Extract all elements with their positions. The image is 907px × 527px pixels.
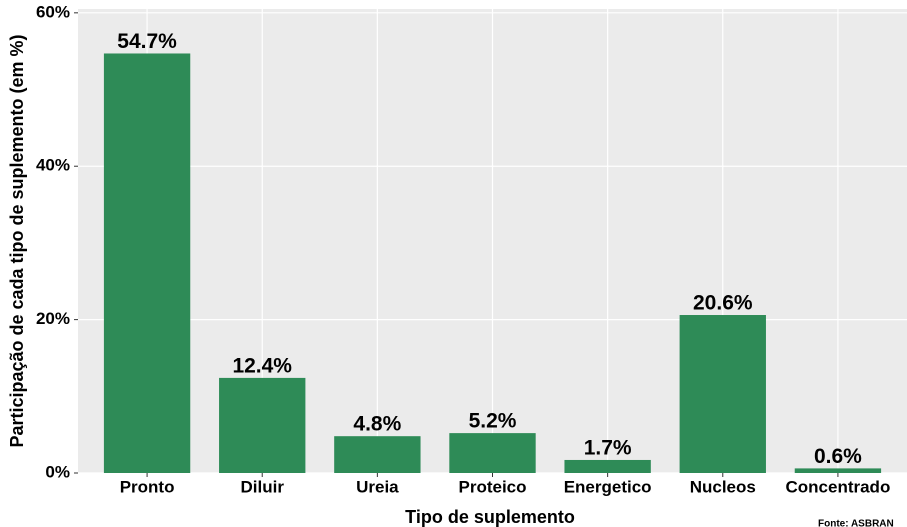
x-tick-label: Diluir (240, 477, 284, 496)
bar (103, 53, 191, 474)
value-label: 4.8% (353, 413, 401, 436)
value-label: 1.7% (584, 437, 632, 460)
y-tick-label: 0% (45, 462, 70, 481)
bar (794, 468, 882, 473)
value-label: 5.2% (469, 410, 517, 433)
value-label: 54.7% (117, 30, 177, 53)
x-tick-label: Proteico (458, 477, 526, 496)
value-label: 12.4% (232, 354, 292, 377)
bar (679, 315, 766, 473)
bar (564, 459, 651, 473)
caption: Fonte: ASBRAN (818, 519, 894, 527)
value-label: 0.6% (814, 445, 862, 468)
y-tick-label: 40% (36, 156, 70, 175)
bar (334, 436, 421, 473)
x-tick-label: Energetico (564, 477, 652, 496)
x-tick-label: Nucleos (690, 477, 756, 496)
bar (449, 433, 536, 473)
bar (219, 377, 306, 473)
y-tick-label: 60% (36, 2, 70, 21)
x-tick-label: Ureia (356, 477, 399, 496)
x-axis-title: Tipo de suplemento (405, 507, 575, 527)
x-tick-label: Pronto (120, 477, 175, 496)
value-label: 20.6% (693, 292, 753, 315)
y-tick-label: 20% (36, 309, 70, 328)
x-tick-label: Concentrado (785, 477, 890, 496)
y-axis-title: Participação de cada tipo de suplemento … (7, 34, 27, 447)
